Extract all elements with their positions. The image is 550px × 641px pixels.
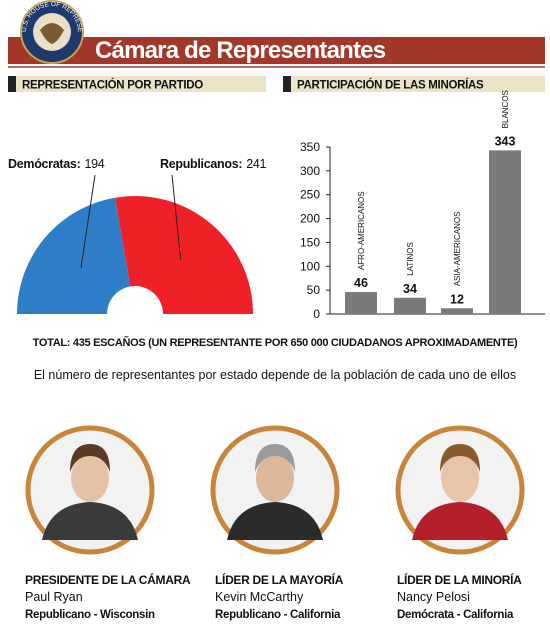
portrait-face [256,454,294,502]
leader-name: Kevin McCarthy [215,590,304,604]
leader-name: Paul Ryan [25,590,83,604]
y-tick-label: 50 [307,283,321,297]
y-tick-label: 100 [300,259,320,273]
value-label: 46 [354,276,368,290]
total-note: TOTAL: 435 ESCAÑOS (UN REPRESENTANTE POR… [33,336,518,349]
section-header-bg [283,76,545,92]
title-bar [8,37,545,64]
category-label: LATINOS [406,242,415,276]
value-label: 12 [450,292,464,306]
portrait-body [42,502,138,540]
y-tick-label: 250 [300,188,320,202]
bar [345,292,377,314]
category-label: ASIA-AMERICANOS [453,212,462,287]
portrait-face [441,454,479,502]
portrait-hair [440,444,480,472]
bar [441,308,473,314]
seal-eagle [40,23,64,44]
slice-category: Republicanos: [160,157,242,171]
leader-name: Nancy Pelosi [397,590,470,604]
portrait-face [71,454,109,502]
value-label: 343 [495,134,516,148]
leaders: PRESIDENTE DE LA CÁMARA Paul Ryan Republic… [25,425,525,621]
leader-role: LÍDER DE LA MAYORÍA [215,572,344,587]
y-tick-label: 350 [300,140,320,154]
leader-role: LÍDER DE LA MINORÍA [397,572,522,587]
slice-category: Demócratas: [8,157,80,171]
portrait-hair [255,444,295,472]
portrait-body [412,502,508,540]
slice-value: 194 [84,157,104,171]
section-header-mark [8,76,16,92]
category-label: BLANCOS [501,90,510,128]
section-header-mark [283,76,291,92]
label-leader [171,174,182,260]
y-tick-label: 150 [300,235,320,249]
leader-role: PRESIDENTE DE LA CÁMARA [25,572,191,587]
section-title: REPRESENTACIÓN POR PARTIDO [22,79,203,92]
section-header-bg [8,76,266,92]
note: El número de representantes por estado d… [34,368,516,382]
leader-party: Demócrata - California [397,609,514,621]
bar [394,297,426,314]
section-title: PARTICIPACIÓN DE LAS MINORÍAS [297,79,484,92]
portrait-hair [70,444,110,472]
value-label: 34 [403,282,417,296]
slice-label: Republicanos: 241 [160,157,267,171]
y-tick-label: 200 [300,212,320,226]
portrait-body [227,502,323,540]
category-label: AFRO-AMERICANOS [357,191,366,270]
leader-party: Republicano - Wisconsin [25,609,155,621]
slice-label: Demócratas: 194 [8,157,105,171]
label-leader [80,174,96,269]
bar [489,150,521,314]
leader-party: Republicano - California [215,609,341,621]
page-title: Cámara de Representantes [95,37,386,64]
y-tick-label: 300 [300,164,320,178]
y-tick-label: 0 [313,307,320,321]
slice [115,195,254,314]
slice [17,197,131,314]
slice-value: 241 [246,157,266,171]
